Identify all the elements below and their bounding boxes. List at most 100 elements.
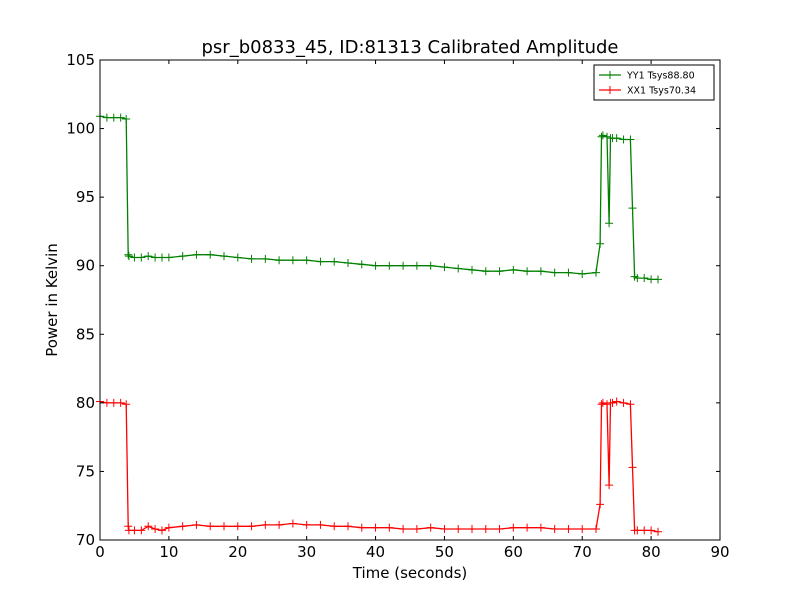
data-point <box>605 481 614 490</box>
data-point <box>495 525 504 534</box>
data-point <box>598 131 607 140</box>
data-point <box>102 113 111 122</box>
data-point <box>178 252 187 261</box>
data-point <box>164 253 173 262</box>
legend-item-2: XX1 Tsys70.34 <box>599 86 696 97</box>
data-point <box>261 520 270 529</box>
data-point <box>275 256 284 265</box>
data-point <box>481 267 490 276</box>
data-point <box>596 239 605 248</box>
data-point <box>598 398 607 407</box>
data-point <box>523 523 532 532</box>
y-tick-label: 70 <box>76 531 95 549</box>
data-point <box>628 463 637 472</box>
data-point <box>605 219 614 228</box>
data-point <box>578 525 587 534</box>
data-point <box>603 400 612 409</box>
data-point <box>275 520 284 529</box>
data-point <box>468 525 476 534</box>
x-tick-label: 90 <box>710 543 729 561</box>
data-point <box>330 522 339 531</box>
data-point <box>564 268 573 277</box>
data-point <box>233 253 242 262</box>
x-tick-label: 70 <box>573 543 592 561</box>
x-axis: 0 10 20 30 40 50 60 70 80 90 <box>95 60 730 561</box>
data-point <box>426 261 435 270</box>
data-point <box>628 204 637 213</box>
data-point <box>612 397 621 406</box>
data-point <box>612 134 621 143</box>
x-axis-label: Time (seconds) <box>352 564 468 582</box>
data-point <box>151 525 160 534</box>
x-tick-label: 20 <box>228 543 247 561</box>
data-point <box>626 400 635 409</box>
series-1 <box>96 112 662 284</box>
legend-marker <box>606 86 614 94</box>
data-point <box>412 525 421 534</box>
y-tick-label: 85 <box>76 325 95 343</box>
data-point <box>357 523 366 532</box>
data-point <box>399 261 408 270</box>
plot-layer <box>96 112 662 536</box>
data-point <box>288 256 297 265</box>
data-point <box>626 135 635 144</box>
y-tick-label: 100 <box>66 120 95 138</box>
data-point <box>440 263 449 272</box>
x-tick-label: 60 <box>504 543 523 561</box>
data-point <box>592 268 600 277</box>
data-point <box>536 523 545 532</box>
legend-label: YY1 Tsys88.80 <box>626 71 695 82</box>
data-point <box>302 256 311 265</box>
data-point <box>344 522 352 531</box>
x-tick-label: 10 <box>159 543 178 561</box>
data-point <box>122 400 131 409</box>
data-point <box>608 398 617 407</box>
y-tick-label: 105 <box>66 51 95 69</box>
data-point <box>116 113 125 122</box>
data-point <box>619 398 628 407</box>
data-point <box>371 261 380 270</box>
data-point <box>440 525 449 534</box>
data-point <box>550 525 559 534</box>
plot-frame <box>99 59 721 541</box>
data-point <box>144 252 153 261</box>
data-point <box>206 250 215 259</box>
y-tick-label: 75 <box>76 462 95 480</box>
data-point <box>124 522 133 531</box>
data-point <box>596 500 605 509</box>
x-tick-label: 80 <box>642 543 661 561</box>
data-point <box>122 114 131 123</box>
data-point <box>550 268 559 277</box>
data-point <box>247 254 256 263</box>
data-point <box>640 274 649 283</box>
legend-box <box>593 64 715 101</box>
data-point <box>247 522 256 531</box>
legend-item-1: YY1 Tsys88.80 <box>599 71 695 82</box>
data-point <box>509 265 518 274</box>
data-point <box>399 525 408 534</box>
data-point <box>357 260 366 269</box>
data-point <box>640 526 649 535</box>
y-axis: 70 75 80 85 90 95 100 105 <box>66 51 720 549</box>
data-point <box>633 274 642 283</box>
legend-marker <box>606 71 614 79</box>
data-point <box>130 253 139 262</box>
data-point <box>178 522 187 531</box>
series-2 <box>96 397 662 536</box>
data-point <box>564 525 573 534</box>
data-point <box>102 398 111 407</box>
data-point <box>206 522 215 531</box>
data-point <box>316 520 325 529</box>
data-point <box>192 520 201 529</box>
data-point <box>316 257 325 266</box>
data-point <box>454 264 463 273</box>
x-tick-label: 50 <box>435 543 454 561</box>
data-point <box>371 523 380 532</box>
data-point <box>385 523 394 532</box>
data-point <box>261 254 270 263</box>
data-point <box>412 261 421 270</box>
data-point <box>454 525 463 534</box>
data-point <box>220 252 228 261</box>
y-tick-label: 95 <box>76 188 95 206</box>
